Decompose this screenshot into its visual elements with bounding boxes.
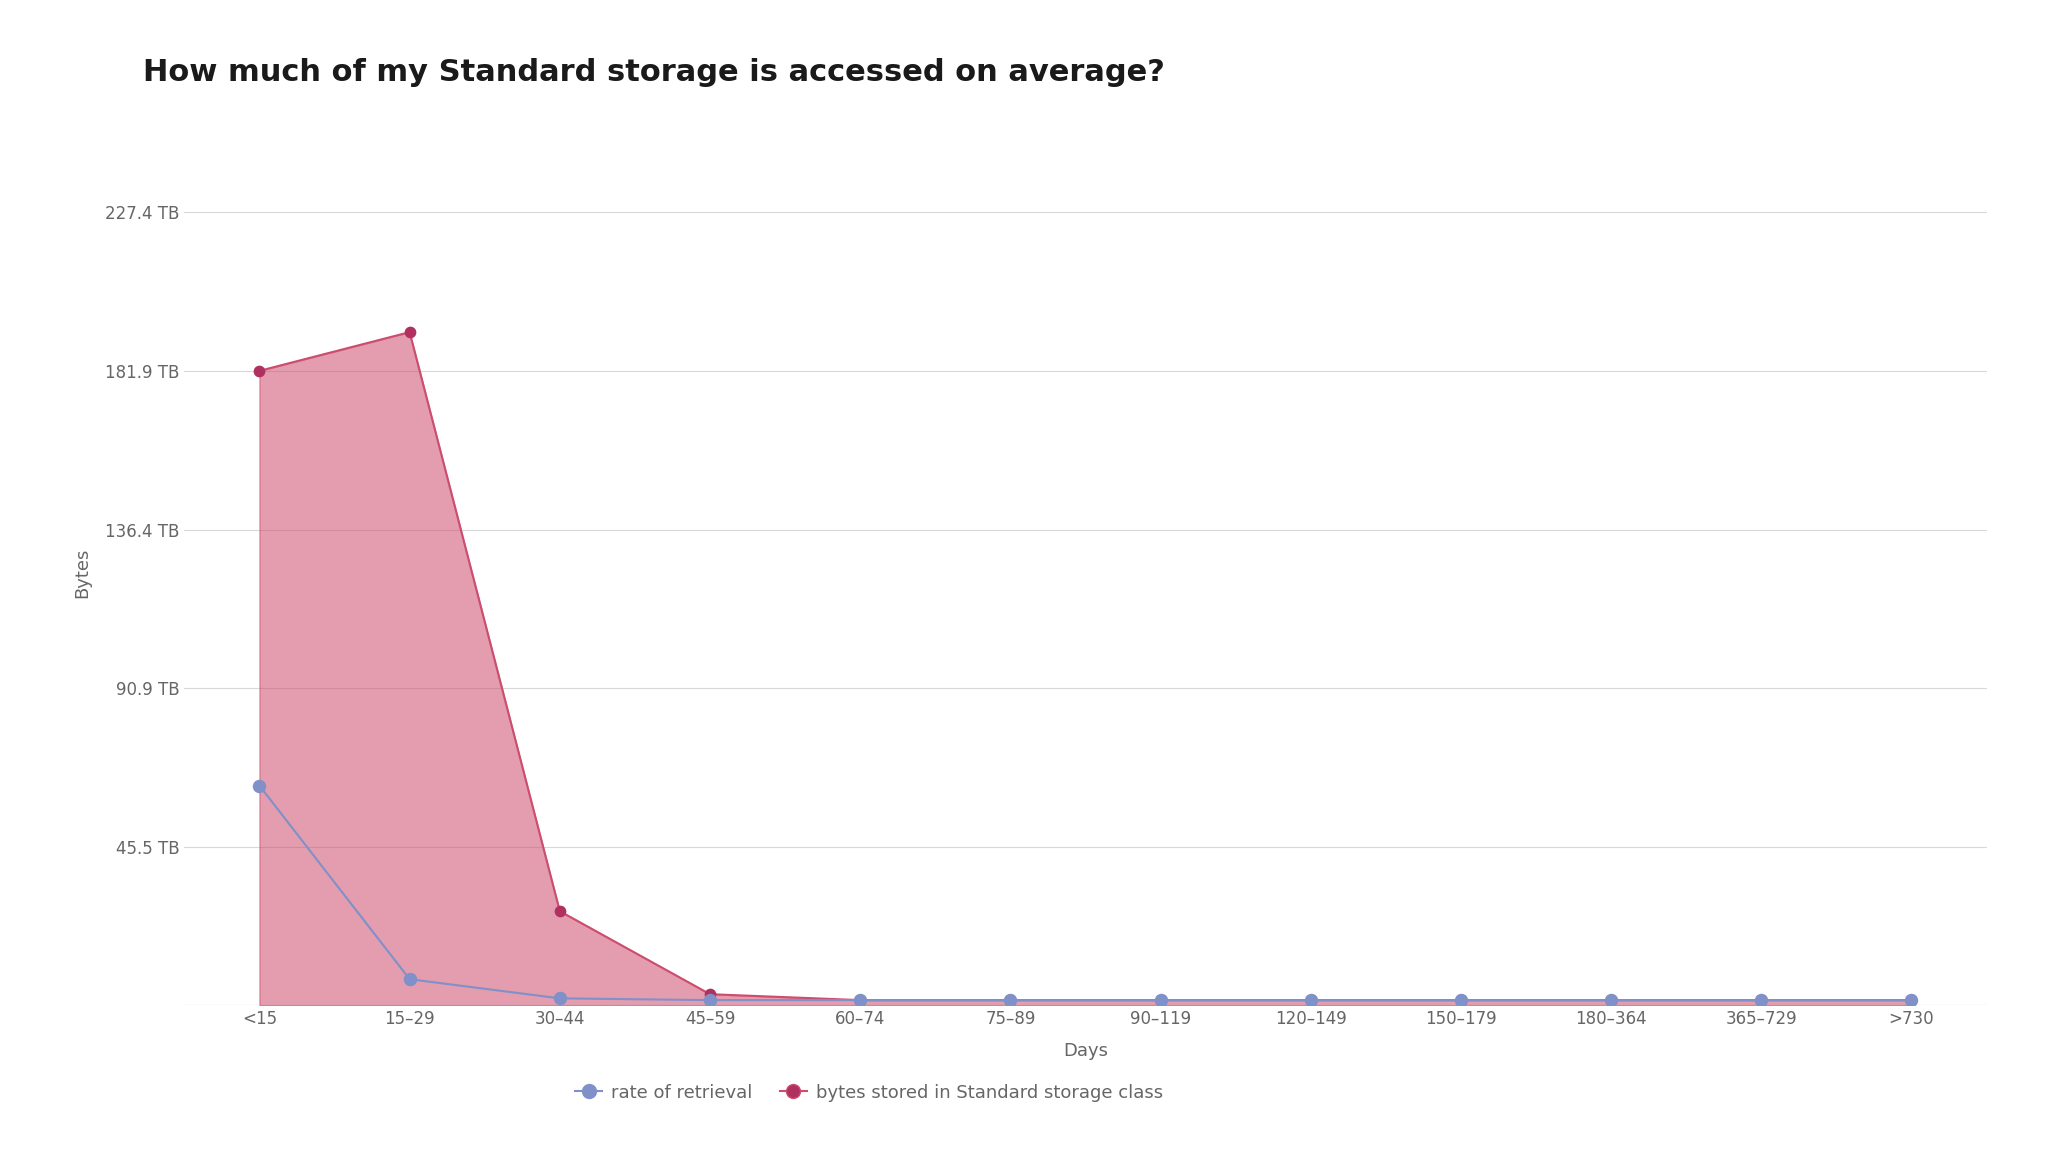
Legend: rate of retrieval, bytes stored in Standard storage class: rate of retrieval, bytes stored in Stand…	[567, 1077, 1169, 1108]
Point	[844, 991, 877, 1010]
Point	[1145, 991, 1178, 1010]
Point	[1294, 991, 1327, 1010]
Point	[393, 323, 426, 341]
Point	[543, 901, 575, 920]
Point	[694, 991, 727, 1010]
Point	[1894, 991, 1927, 1010]
Y-axis label: Bytes: Bytes	[74, 547, 92, 599]
Point	[993, 991, 1026, 1010]
Text: How much of my Standard storage is accessed on average?: How much of my Standard storage is acces…	[143, 58, 1165, 88]
Point	[543, 989, 575, 1008]
Point	[694, 984, 727, 1003]
Point	[844, 991, 877, 1010]
Point	[1595, 991, 1628, 1010]
Point	[244, 361, 276, 380]
Point	[1444, 991, 1477, 1010]
Point	[1595, 991, 1628, 1010]
Point	[1294, 991, 1327, 1010]
Point	[244, 776, 276, 795]
X-axis label: Days: Days	[1063, 1042, 1108, 1060]
Point	[1745, 991, 1778, 1010]
Point	[393, 970, 426, 989]
Point	[1444, 991, 1477, 1010]
Point	[1894, 991, 1927, 1010]
Point	[1745, 991, 1778, 1010]
Point	[993, 991, 1026, 1010]
Point	[1145, 991, 1178, 1010]
